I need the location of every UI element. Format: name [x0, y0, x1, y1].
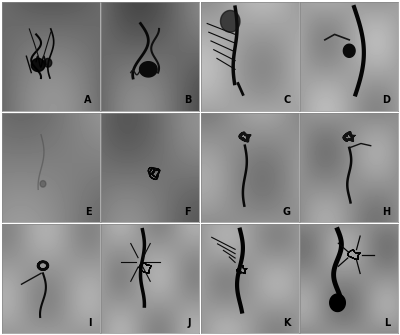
Text: E: E: [85, 207, 92, 217]
Text: C: C: [284, 95, 291, 105]
Polygon shape: [343, 44, 355, 57]
Polygon shape: [330, 294, 345, 312]
Polygon shape: [40, 181, 46, 187]
Text: L: L: [384, 318, 390, 328]
Text: I: I: [88, 318, 92, 328]
Text: G: G: [283, 207, 291, 217]
Polygon shape: [140, 62, 157, 77]
Text: D: D: [382, 95, 390, 105]
Text: B: B: [184, 95, 191, 105]
Text: J: J: [188, 318, 191, 328]
Text: F: F: [184, 207, 191, 217]
Text: K: K: [283, 318, 291, 328]
Text: A: A: [84, 95, 92, 105]
Text: H: H: [382, 207, 390, 217]
Polygon shape: [44, 58, 52, 67]
Polygon shape: [220, 10, 240, 32]
Polygon shape: [31, 58, 45, 71]
